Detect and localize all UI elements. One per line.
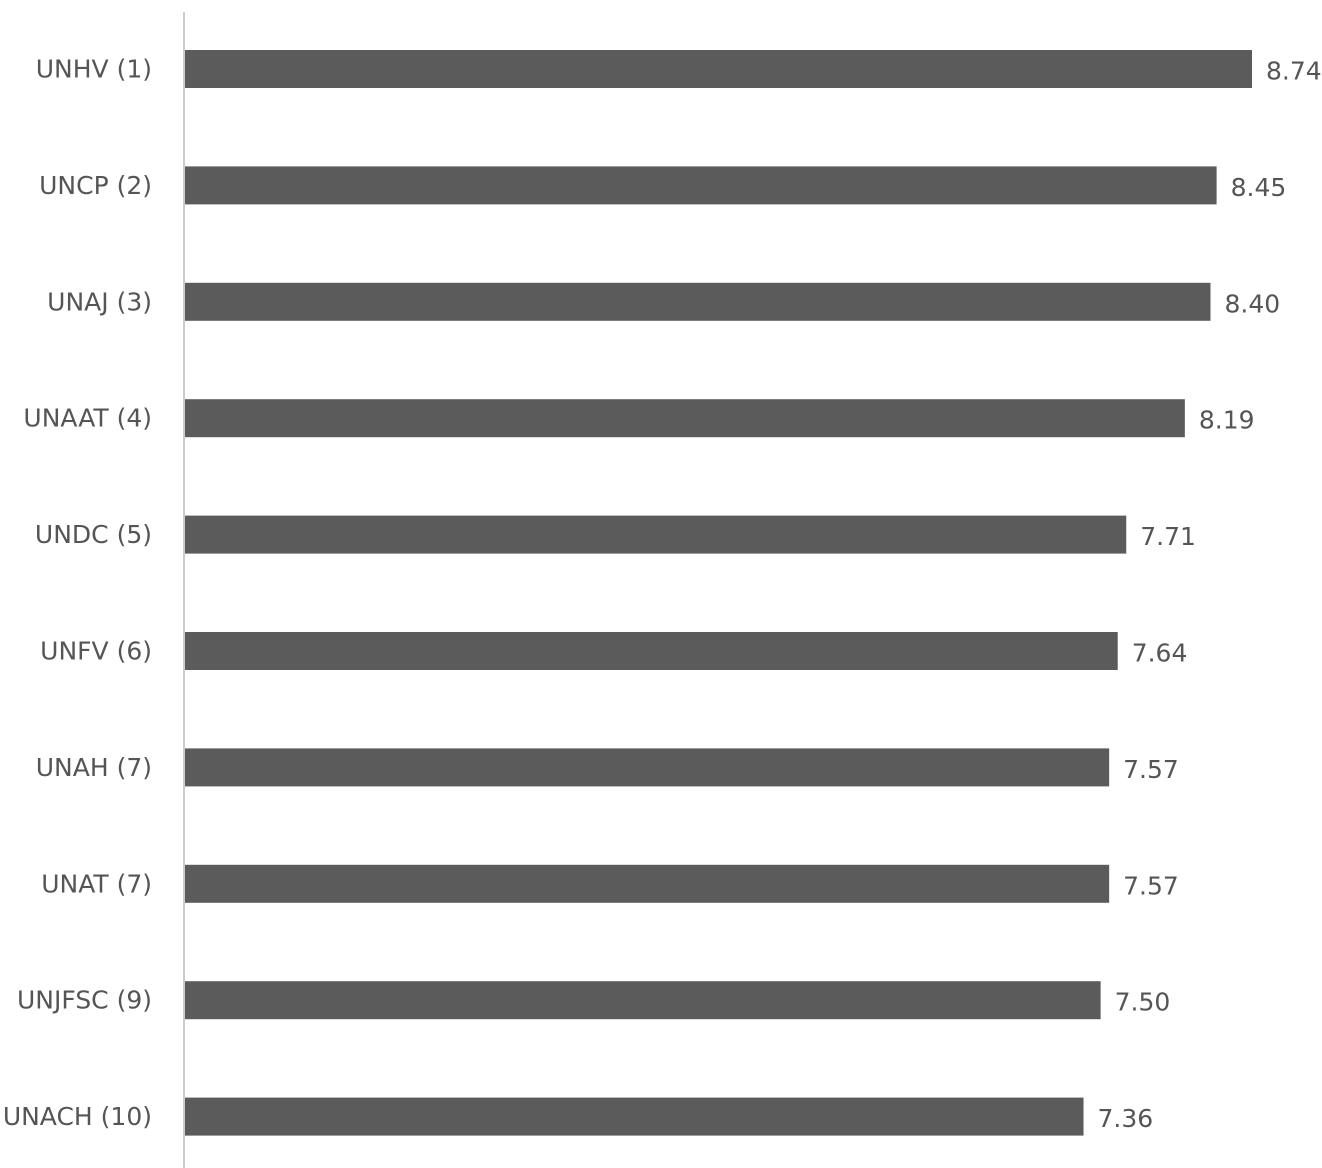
value-label: 7.71 [1140, 522, 1196, 551]
category-label: UNAH (7) [36, 753, 152, 782]
bar [185, 515, 1127, 554]
category-labels-group: UNHV (1) UNCP (2) UNAJ (3) UNAAT (4) UNDC (5… [3, 55, 152, 1132]
bars-group [185, 50, 1252, 1136]
category-label: UNFV (6) [40, 637, 152, 666]
category-label: UNACH (10) [3, 1102, 152, 1131]
category-label: UNJFSC (9) [17, 986, 152, 1015]
category-label: UNDC (5) [35, 520, 152, 549]
bar [185, 864, 1110, 903]
bar [185, 632, 1118, 670]
bar [185, 1097, 1084, 1136]
category-label: UNCP (2) [39, 171, 152, 200]
bar [185, 166, 1217, 205]
bar [185, 282, 1211, 321]
value-label: 7.50 [1115, 988, 1171, 1017]
bar [185, 399, 1185, 438]
value-label: 7.64 [1132, 639, 1188, 668]
value-label: 8.74 [1266, 57, 1322, 86]
category-label: UNAAT (4) [23, 404, 152, 433]
value-label: 7.57 [1123, 871, 1179, 900]
category-label: UNHV (1) [36, 55, 152, 84]
value-label: 8.40 [1224, 289, 1280, 318]
bar [185, 981, 1101, 1020]
category-label: UNAT (7) [41, 869, 152, 898]
bar [185, 748, 1110, 787]
value-label: 8.45 [1231, 173, 1287, 202]
value-label: 8.19 [1199, 406, 1255, 435]
value-labels-group: 8.74 8.45 8.40 8.19 7.71 7.64 7.57 7.57 7.50 7.36 [1098, 57, 1322, 1134]
bar [185, 50, 1252, 88]
value-label: 7.57 [1123, 755, 1179, 784]
value-label: 7.36 [1098, 1104, 1154, 1133]
category-label: UNAJ (3) [47, 287, 152, 316]
